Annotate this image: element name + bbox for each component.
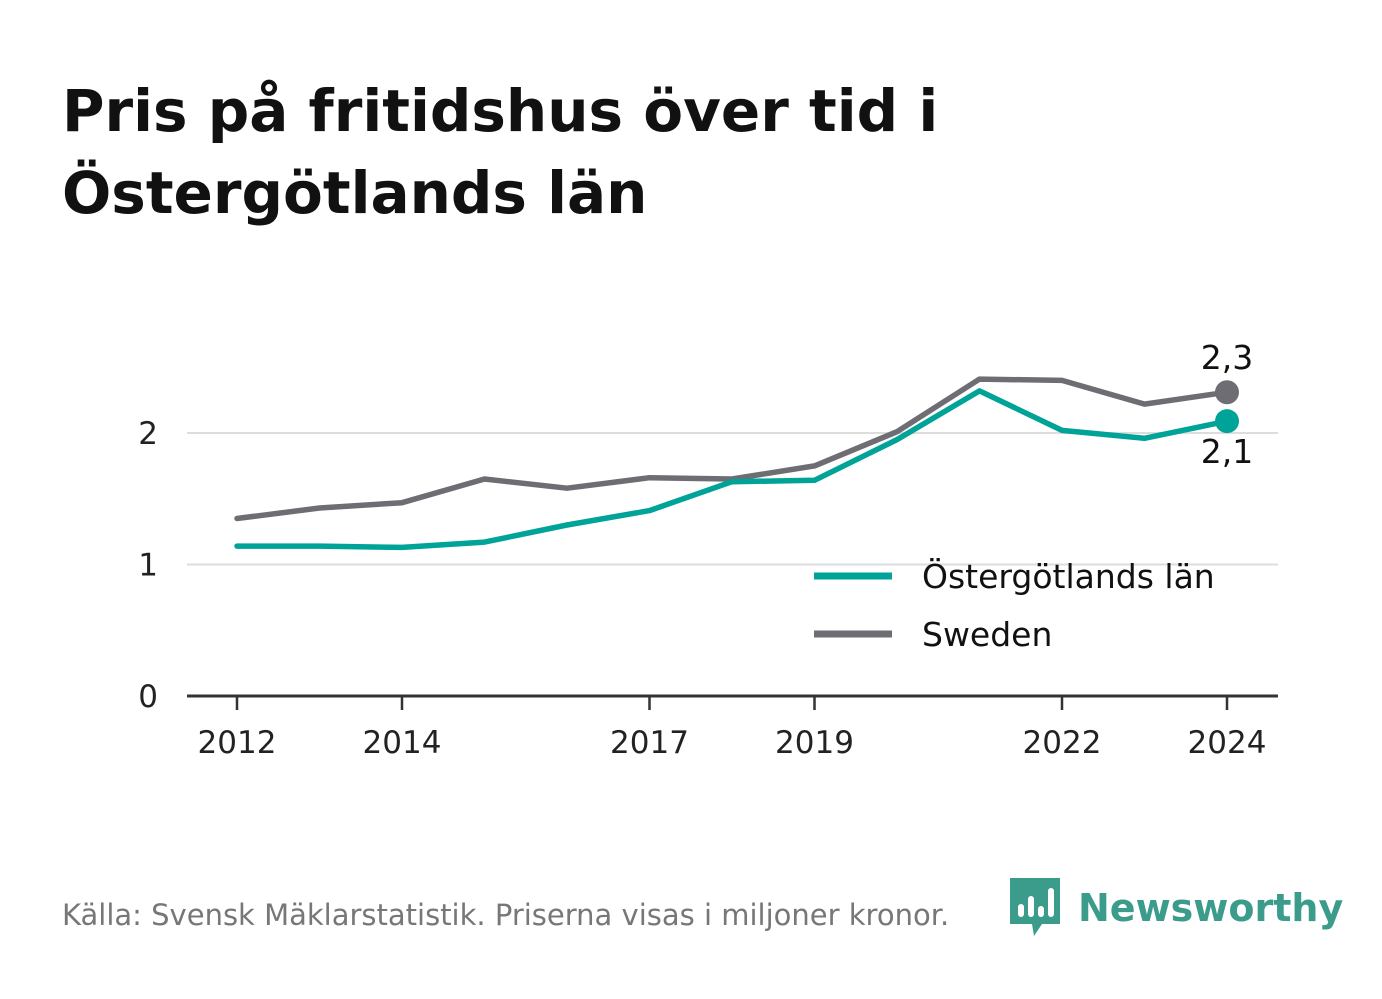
series-lines: 2,3 2,1	[234, 338, 1253, 551]
y-tick-label-1: 1	[138, 548, 158, 584]
end-point-sweden	[1215, 380, 1239, 405]
legend-item-ostergotlands-lan: Östergötlands län	[814, 556, 1215, 596]
y-tick-label-0: 0	[138, 679, 158, 715]
brand-logo: Newsworthy	[1010, 878, 1343, 938]
x-tick-label-2022: 2022	[1023, 725, 1102, 761]
end-point-ostergotlands-lan	[1215, 409, 1239, 434]
x-tick-label-2024: 2024	[1188, 725, 1267, 761]
x-tick-label-2019: 2019	[775, 725, 854, 761]
legend-label-ostergotlands-lan: Östergötlands län	[922, 556, 1215, 596]
legend-label-sweden: Sweden	[922, 615, 1052, 654]
chart-title-line-1: Pris på fritidshus över tid i	[62, 77, 939, 145]
source-note: Källa: Svensk Mäklarstatistik. Priserna …	[62, 898, 950, 932]
y-tick-label-2: 2	[138, 416, 158, 452]
x-tick-label-2014: 2014	[363, 725, 442, 761]
y-axis-tick-labels: 0 1 2	[138, 416, 158, 715]
brand-name: Newsworthy	[1078, 886, 1344, 930]
chart-title: Pris på fritidshus över tid i Östergötla…	[62, 70, 1062, 234]
series-line-ostergotlands-lan	[234, 388, 1230, 551]
end-label-ostergotlands-lan: 2,1	[1201, 432, 1253, 471]
legend-item-sweden: Sweden	[814, 615, 1052, 654]
series-line-sweden	[234, 376, 1230, 522]
end-label-sweden: 2,3	[1201, 338, 1253, 377]
bar-chart-icon	[1010, 878, 1060, 936]
chart-title-line-2: Östergötlands län	[62, 159, 648, 227]
legend: Östergötlands län Sweden	[814, 556, 1215, 654]
x-axis-tick-labels: 2012 2014 2017 2019 2022 2024	[198, 725, 1267, 761]
x-tick-label-2017: 2017	[610, 725, 689, 761]
x-axis	[187, 694, 1278, 710]
x-tick-label-2012: 2012	[198, 725, 277, 761]
